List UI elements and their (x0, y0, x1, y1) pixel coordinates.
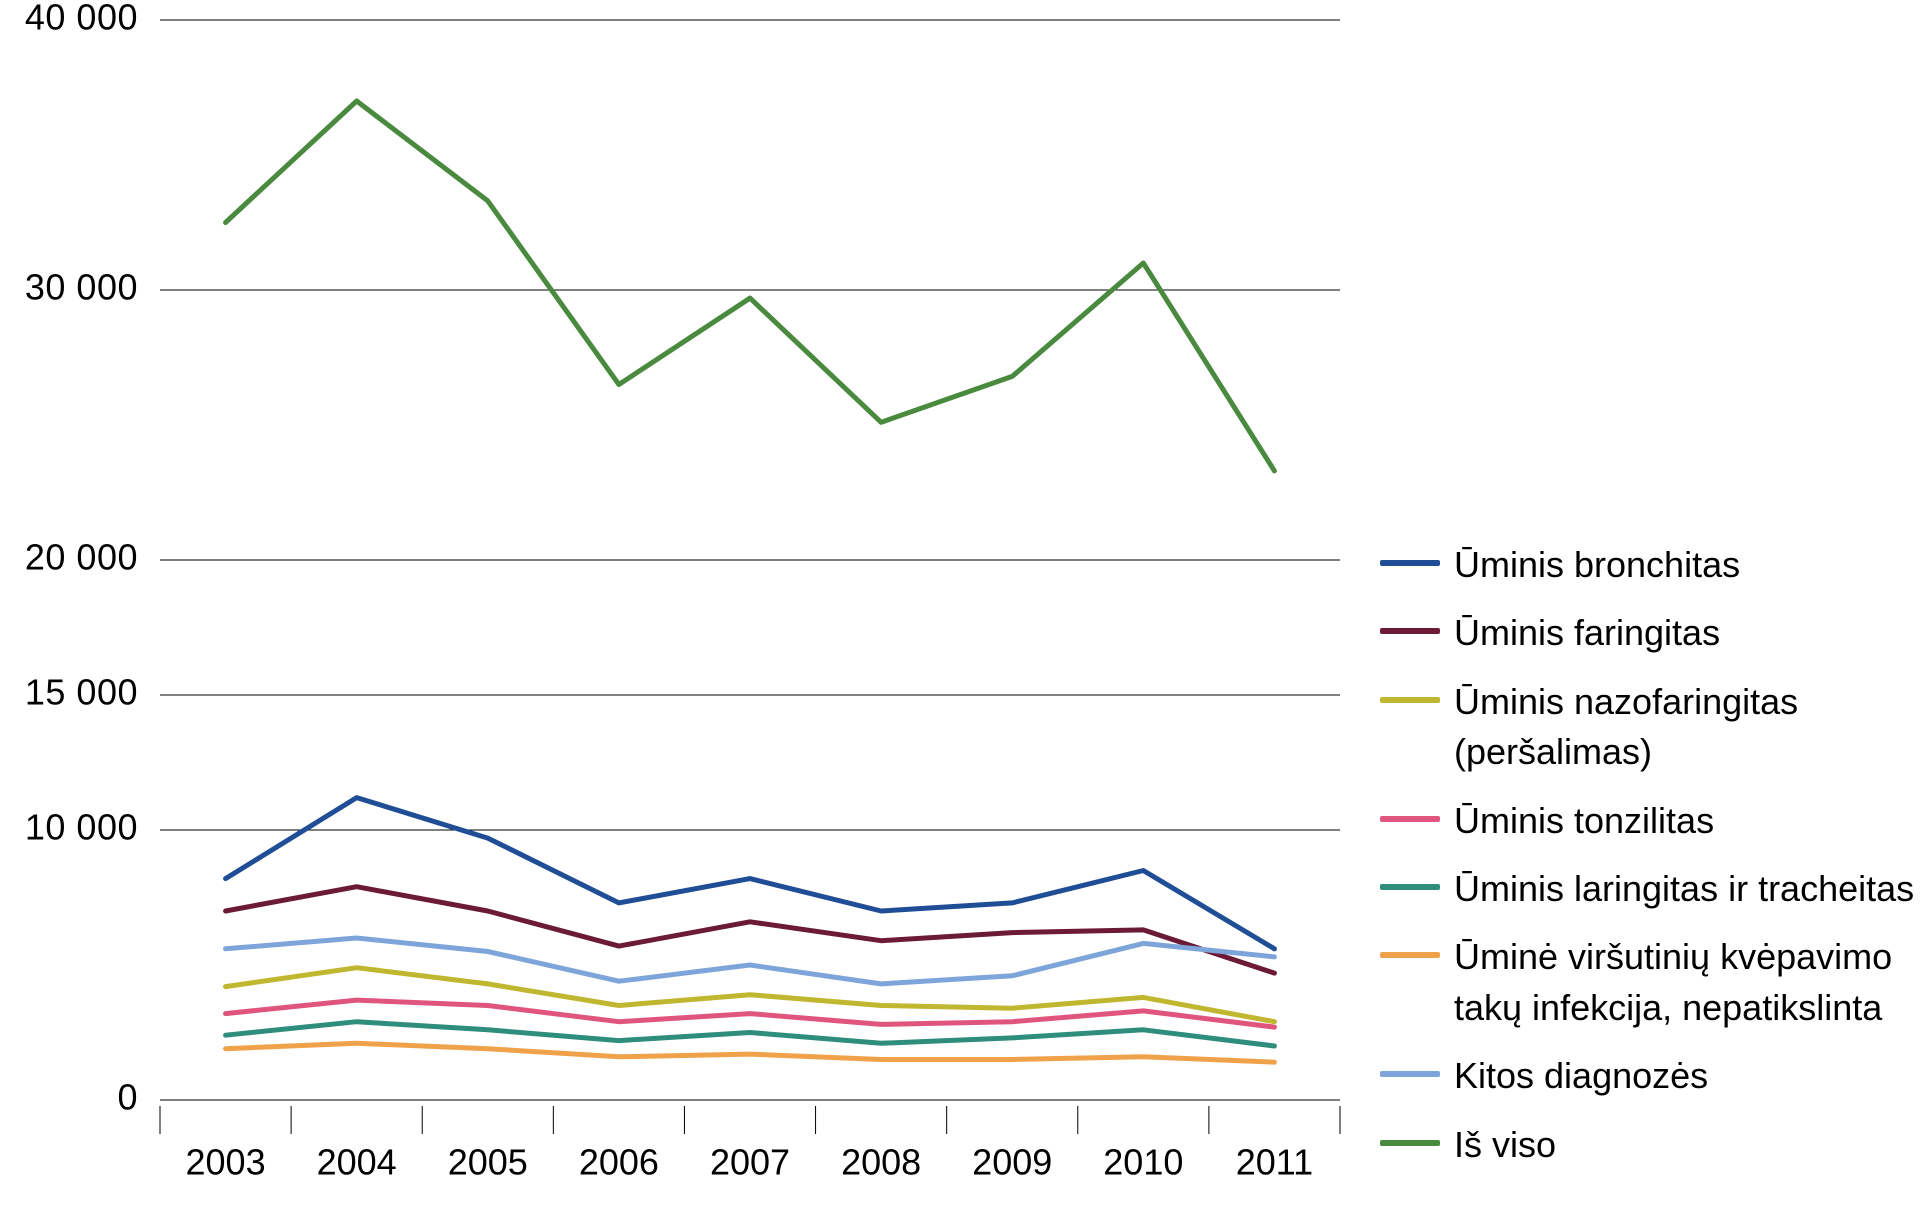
series-bronchitas (226, 798, 1275, 949)
y-tick-label: 0 (117, 1077, 138, 1118)
legend-label: Kitos diagnozės (1454, 1051, 1708, 1101)
line-chart: 0 10 000 15 000 20 000 30 000 40 000 2003 2004 2… (0, 0, 1924, 1218)
x-tick-label: 2010 (1103, 1141, 1183, 1182)
legend-swatch (1380, 628, 1440, 634)
legend-swatch (1380, 560, 1440, 566)
legend-item-tonzilitas: Ūminis tonzilitas (1380, 796, 1914, 846)
x-tick-label: 2009 (972, 1141, 1052, 1182)
legend-label: Ūminis tonzilitas (1454, 796, 1714, 846)
legend-swatch (1380, 884, 1440, 890)
legend-swatch (1380, 697, 1440, 703)
legend-item-faringitas: Ūminis faringitas (1380, 608, 1914, 658)
y-tick-label: 30 000 (25, 267, 138, 308)
x-tick-label: 2003 (186, 1141, 266, 1182)
legend-item-nazofaringitas: Ūminis nazofaringitas (peršalimas) (1380, 677, 1914, 778)
legend-swatch (1380, 1140, 1440, 1146)
legend-label: Ūminis laringitas ir tracheitas (1454, 864, 1914, 914)
x-tick-label: 2011 (1236, 1141, 1313, 1182)
legend-item-kitos: Kitos diagnozės (1380, 1051, 1914, 1101)
legend-label: Ūminis bronchitas (1454, 540, 1740, 590)
series-faringitas (226, 887, 1275, 973)
series-kitos (226, 938, 1275, 984)
legend-label: Ūminė viršutinių kvėpavimo takų infekcij… (1454, 932, 1892, 1033)
legend-item-laringitas: Ūminis laringitas ir tracheitas (1380, 864, 1914, 914)
x-tick-label: 2004 (317, 1141, 397, 1182)
y-tick-label: 40 000 (25, 0, 138, 38)
y-tick-label: 15 000 (25, 672, 138, 713)
legend-swatch (1380, 952, 1440, 958)
legend-item-bronchitas: Ūminis bronchitas (1380, 540, 1914, 590)
series-nepatikslinta (226, 1043, 1275, 1062)
legend-swatch (1380, 1071, 1440, 1077)
chart-legend: Ūminis bronchitas Ūminis faringitas Ūminis… (1380, 540, 1914, 1170)
y-tick-label: 10 000 (25, 807, 138, 848)
x-tick-label: 2005 (448, 1141, 528, 1182)
legend-label: Ūminis faringitas (1454, 608, 1720, 658)
legend-label: Iš viso (1454, 1120, 1556, 1170)
x-tick-label: 2008 (841, 1141, 921, 1182)
x-tick-label: 2006 (579, 1141, 659, 1182)
legend-label: Ūminis nazofaringitas (peršalimas) (1454, 677, 1798, 778)
legend-item-isviso: Iš viso (1380, 1120, 1914, 1170)
series-isviso (226, 101, 1275, 471)
y-tick-label: 20 000 (25, 537, 138, 578)
x-tick-label: 2007 (710, 1141, 790, 1182)
legend-item-nepatikslinta: Ūminė viršutinių kvėpavimo takų infekcij… (1380, 932, 1914, 1033)
legend-swatch (1380, 816, 1440, 822)
